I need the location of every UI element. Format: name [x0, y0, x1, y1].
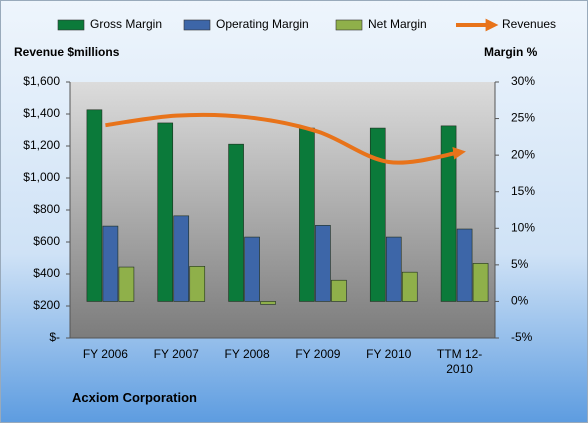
y2-tick-label: 15%: [511, 184, 535, 198]
y-tick-label: $800: [33, 202, 60, 216]
legend-label: Operating Margin: [216, 17, 309, 31]
bar: [369, 127, 386, 302]
footer: Acxiom Corporation: [72, 390, 197, 405]
y-tick-label: $1,200: [23, 138, 60, 152]
bar: [157, 122, 174, 302]
y2-tick-label: 20%: [511, 147, 535, 161]
x-tick-label: FY 2007: [153, 347, 199, 361]
bar: [331, 279, 347, 302]
y2-tick-label: -5%: [511, 330, 533, 344]
bar: [401, 271, 418, 302]
legend-swatch: [183, 19, 211, 31]
bar: [118, 266, 135, 302]
bar: [385, 236, 402, 302]
y-axis-title: Revenue $millions: [14, 45, 120, 59]
x-tick-label: TTM 12-2010: [436, 347, 483, 376]
plot-area: [70, 82, 495, 338]
y-tick-label: $400: [33, 266, 60, 280]
bar: [244, 236, 260, 302]
bar: [102, 225, 119, 302]
y-tick-label: $1,000: [23, 170, 60, 184]
legend-label: Revenues: [502, 17, 556, 31]
y2-tick-label: 10%: [511, 220, 535, 234]
legend-swatch: [335, 19, 363, 31]
y2-tick-label: 5%: [511, 257, 529, 271]
line: [105, 112, 466, 165]
bar: [86, 109, 103, 302]
x-tick-label: FY 2006: [82, 347, 128, 361]
bar: [189, 266, 206, 302]
legend-swatch: [57, 19, 85, 31]
bar: [456, 228, 473, 302]
y-tick-label: $1,600: [23, 74, 60, 88]
legend-label: Gross Margin: [90, 17, 162, 31]
x-tick-label: FY 2009: [295, 347, 341, 361]
bar: [472, 263, 489, 302]
y2-tick-label: 0%: [511, 294, 529, 308]
bar: [440, 125, 457, 302]
y-tick-label: $1,400: [23, 106, 60, 120]
y-tick-label: $-: [49, 330, 60, 344]
y2-axis-title: Margin %: [484, 45, 538, 59]
x-tick-label: FY 2008: [224, 347, 270, 361]
y-tick-label: $200: [33, 298, 60, 312]
bar: [260, 301, 276, 305]
bar: [228, 143, 244, 302]
bar: [315, 225, 331, 302]
y2-tick-label: 30%: [511, 74, 535, 88]
y-tick-label: $600: [33, 234, 60, 248]
bar: [299, 127, 315, 302]
x-tick-label: FY 2010: [366, 347, 412, 361]
legend-label: Net Margin: [368, 17, 427, 31]
y2-tick-label: 25%: [511, 111, 535, 125]
bar: [173, 215, 190, 302]
